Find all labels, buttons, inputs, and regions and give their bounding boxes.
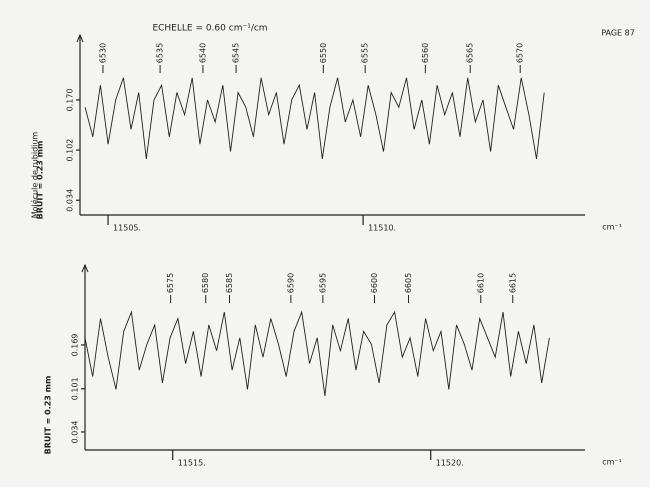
- line-number: 6535: [156, 43, 165, 63]
- line-number: 6590: [286, 273, 295, 293]
- x-axis-unit: cm⁻¹: [602, 223, 622, 232]
- line-number: 6600: [370, 273, 379, 293]
- line-number: 6585: [225, 273, 234, 293]
- line-number: 6595: [318, 273, 327, 293]
- x-tick-label: 11520.: [436, 459, 464, 468]
- y-tick-label: 0.034: [66, 189, 75, 212]
- x-axis-unit: cm⁻¹: [602, 458, 622, 467]
- y-tick-label: 0.170: [66, 88, 75, 111]
- x-tick-label: 11505.: [113, 224, 141, 233]
- y-tick-label: 0.101: [71, 377, 80, 400]
- noise-label: BRUIT = 0.23 mm: [44, 376, 53, 455]
- line-number: 6605: [404, 273, 413, 293]
- axis-arrow: [81, 263, 89, 273]
- line-number: 6610: [476, 273, 485, 293]
- line-number: 6565: [466, 43, 475, 63]
- line-number: 6540: [198, 43, 207, 63]
- line-number: 6560: [421, 43, 430, 63]
- molecule-label: Molécule de rubidium: [30, 132, 40, 219]
- spectrum-line: [84, 77, 545, 159]
- spectrum-line: [84, 310, 550, 396]
- y-tick-label: 0.102: [66, 139, 75, 162]
- line-number: 6575: [166, 273, 175, 293]
- line-number: 6580: [201, 273, 210, 293]
- line-number: 6550: [319, 43, 328, 63]
- line-number: 6555: [361, 43, 370, 63]
- y-tick-label: 0.034: [71, 420, 80, 443]
- noise-label: BRUIT = 0.23 mm: [36, 141, 45, 220]
- line-number: 6615: [508, 273, 517, 293]
- line-number: 6570: [516, 43, 525, 63]
- line-number: 6530: [98, 43, 107, 63]
- line-number: 6545: [232, 43, 241, 63]
- x-tick-label: 11515.: [178, 459, 206, 468]
- y-tick-label: 0.169: [71, 333, 80, 356]
- x-tick-label: 11510.: [368, 224, 396, 233]
- scale-note: ECHELLE = 0.60 cm⁻¹/cm: [152, 24, 267, 34]
- page-number: PAGE 87: [601, 29, 635, 38]
- axis-arrow: [76, 33, 84, 43]
